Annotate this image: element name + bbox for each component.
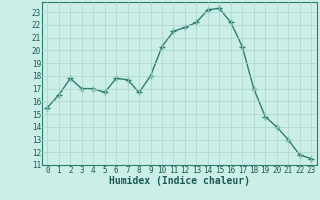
X-axis label: Humidex (Indice chaleur): Humidex (Indice chaleur) (109, 176, 250, 186)
